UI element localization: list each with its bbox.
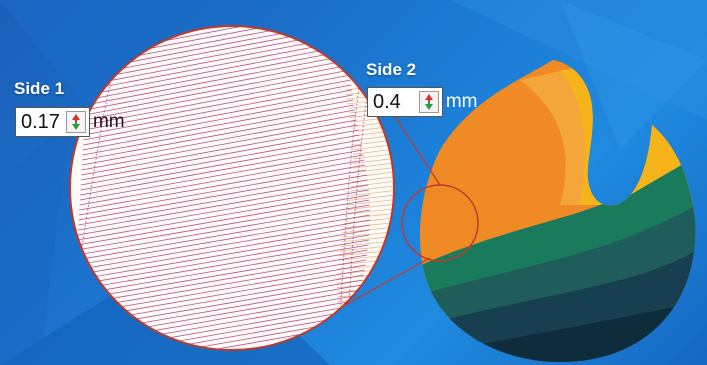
side1-value-field[interactable]: 0.17 — [15, 107, 90, 137]
side2-value-field[interactable]: 0.4 — [367, 87, 443, 117]
side1-unit: mm — [92, 111, 125, 132]
side2-unit: mm — [445, 91, 478, 112]
side1-label: Side 1 — [14, 79, 65, 98]
up-down-spinner-icon[interactable] — [65, 111, 86, 133]
side2-control: 0.4 mm — [367, 87, 477, 117]
side2-value: 0.4 — [373, 90, 401, 113]
side1-control: 0.17 mm — [15, 107, 125, 137]
side1-value: 0.17 — [21, 110, 60, 133]
side2-label: Side 2 — [366, 60, 417, 79]
up-down-spinner-icon[interactable] — [418, 91, 439, 113]
